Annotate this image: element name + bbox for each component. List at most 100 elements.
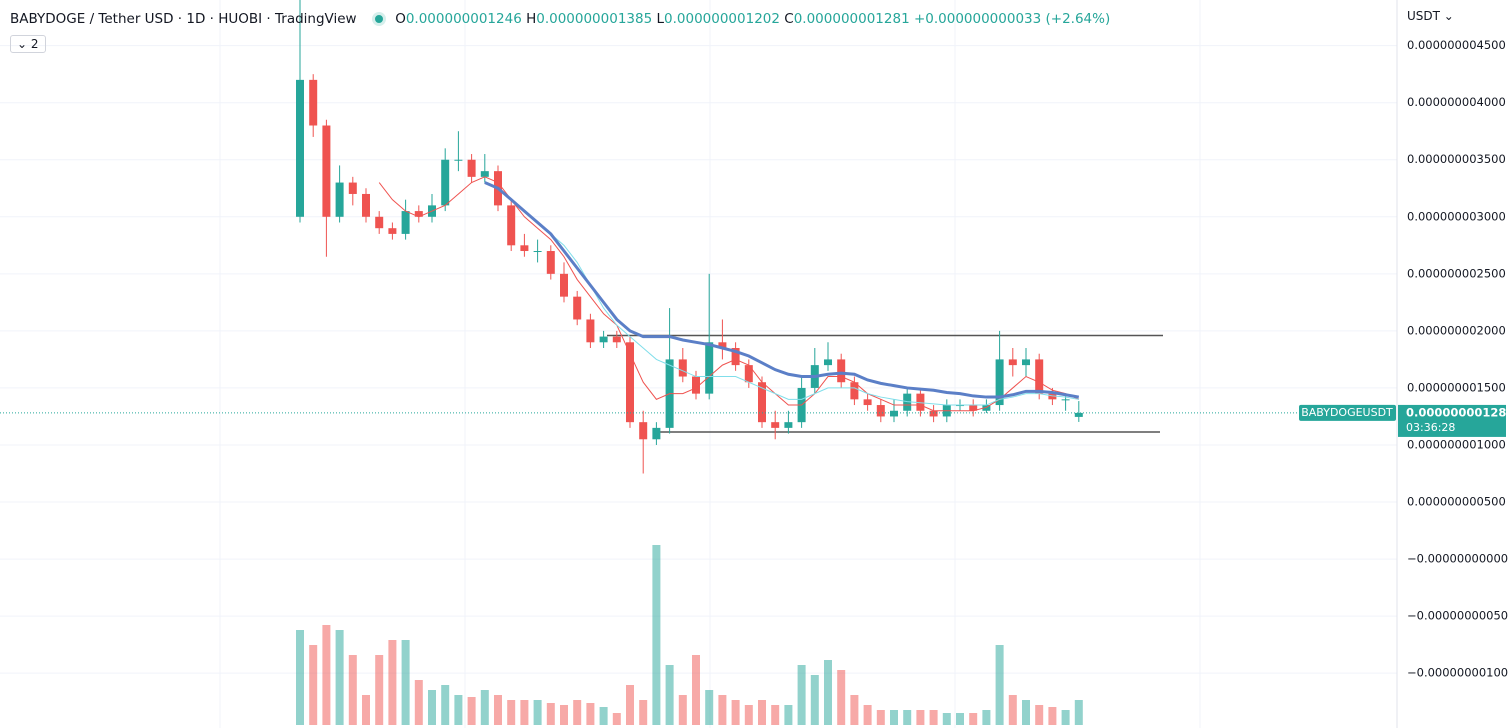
- volume-bar: [837, 670, 846, 725]
- volume-bar: [441, 685, 450, 725]
- candle-body: [982, 405, 991, 411]
- volume-bar: [903, 710, 912, 725]
- currency-select[interactable]: USDT ⌄: [1407, 9, 1454, 23]
- candle-body: [375, 216, 384, 229]
- candle-body: [718, 342, 727, 348]
- volume-bar: [1035, 705, 1044, 725]
- volume-bar: [1061, 710, 1070, 725]
- candle-body: [560, 273, 568, 297]
- volume-bar: [480, 690, 489, 725]
- candle-body: [546, 251, 555, 274]
- volume-bar: [1048, 707, 1057, 725]
- countdown: 03:36:28: [1406, 421, 1455, 434]
- candle-body: [863, 399, 872, 406]
- y-tick-label: 0.000000001000: [1407, 437, 1506, 451]
- candle-body: [388, 228, 397, 234]
- candle-body: [692, 376, 700, 394]
- candle-body: [758, 382, 766, 423]
- y-tick-label: 0.000000004500: [1407, 38, 1506, 52]
- candle-body: [414, 211, 423, 217]
- candle-body: [348, 182, 357, 194]
- candle-body: [903, 393, 912, 411]
- candle-body: [454, 159, 463, 161]
- volume-bar: [824, 660, 832, 725]
- candle-body: [599, 336, 608, 343]
- y-tick-label: 0.000000002500: [1407, 266, 1506, 280]
- volume-bar: [533, 700, 542, 725]
- y-tick-label: −0.000000001000: [1407, 666, 1508, 680]
- volume-bar: [599, 707, 608, 725]
- volume-bar: [969, 713, 978, 725]
- moving-average: [378, 176, 1079, 412]
- candle-body: [309, 79, 318, 126]
- candle-body: [744, 365, 753, 383]
- volume-bar: [612, 713, 621, 725]
- volume-bar: [348, 655, 357, 725]
- volume-bar: [731, 700, 740, 725]
- candle-body: [876, 405, 885, 417]
- volume-bar: [982, 710, 991, 725]
- status-dot: [374, 15, 383, 23]
- y-tick-label: 0.000000001500: [1407, 380, 1506, 394]
- candle-body: [573, 296, 582, 320]
- volume-bar: [454, 695, 463, 725]
- volume-bar: [876, 710, 885, 725]
- candle-body: [322, 125, 331, 217]
- y-tick-label: 0.000000003500: [1407, 152, 1506, 166]
- candle-body: [731, 348, 740, 366]
- volume-bar: [652, 545, 661, 725]
- y-tick-label: 0.000000004000: [1407, 95, 1506, 109]
- volume-bar: [771, 705, 780, 725]
- currency: USDT: [1407, 9, 1440, 23]
- volume-bar: [1022, 700, 1030, 725]
- price-tag: [1398, 404, 1506, 437]
- symbol: BABYDOGE / Tether USD · 1D · HUOBI · Tra…: [10, 11, 357, 27]
- volume-bar: [744, 705, 753, 725]
- candle-body: [837, 359, 846, 383]
- volume-bar: [388, 640, 397, 725]
- volume-bar: [929, 710, 938, 725]
- candle-body: [1074, 412, 1083, 417]
- volume-bar: [956, 713, 964, 725]
- candle-body: [480, 171, 489, 177]
- volume-bar: [863, 705, 872, 725]
- volume-bar: [810, 675, 819, 725]
- y-tick-label: 0.000000000500: [1407, 495, 1506, 509]
- collapse-button[interactable]: ⌄ 2: [10, 35, 46, 53]
- ticker-label: BABYDOGEUSDT: [1301, 406, 1393, 419]
- volume-bar: [678, 695, 687, 725]
- volume-bar: [758, 700, 766, 725]
- volume-bar: [850, 695, 859, 725]
- candle-body: [824, 359, 832, 366]
- l-label: L: [656, 11, 665, 27]
- candle-body: [362, 193, 370, 217]
- volume-bar: [309, 645, 318, 725]
- volume-bar: [1008, 695, 1017, 725]
- volume-bar: [942, 713, 951, 725]
- volume-bar: [890, 710, 898, 725]
- volume-bar: [414, 680, 423, 725]
- candle-body: [612, 336, 621, 343]
- volume-bar: [995, 645, 1004, 725]
- candle-body: [639, 422, 648, 440]
- candle-body: [916, 393, 925, 411]
- candle-body: [652, 427, 661, 440]
- volume-bar: [362, 695, 370, 725]
- h-label: H: [526, 11, 537, 27]
- volume-bar: [296, 630, 304, 725]
- volume-bar: [639, 700, 648, 725]
- candle-body: [1035, 359, 1044, 394]
- price-tag-label: 0.000000001281: [1406, 405, 1508, 419]
- candle-body: [401, 211, 410, 234]
- o-label: O: [395, 11, 406, 27]
- candle-body: [890, 410, 898, 417]
- candle-body: [507, 205, 516, 246]
- volume-bar: [467, 697, 476, 725]
- volume-bar: [573, 700, 582, 725]
- volume-bar: [626, 685, 634, 725]
- indicator-count: 2: [30, 37, 39, 51]
- volume-bar: [784, 705, 793, 725]
- candle-body: [995, 359, 1004, 406]
